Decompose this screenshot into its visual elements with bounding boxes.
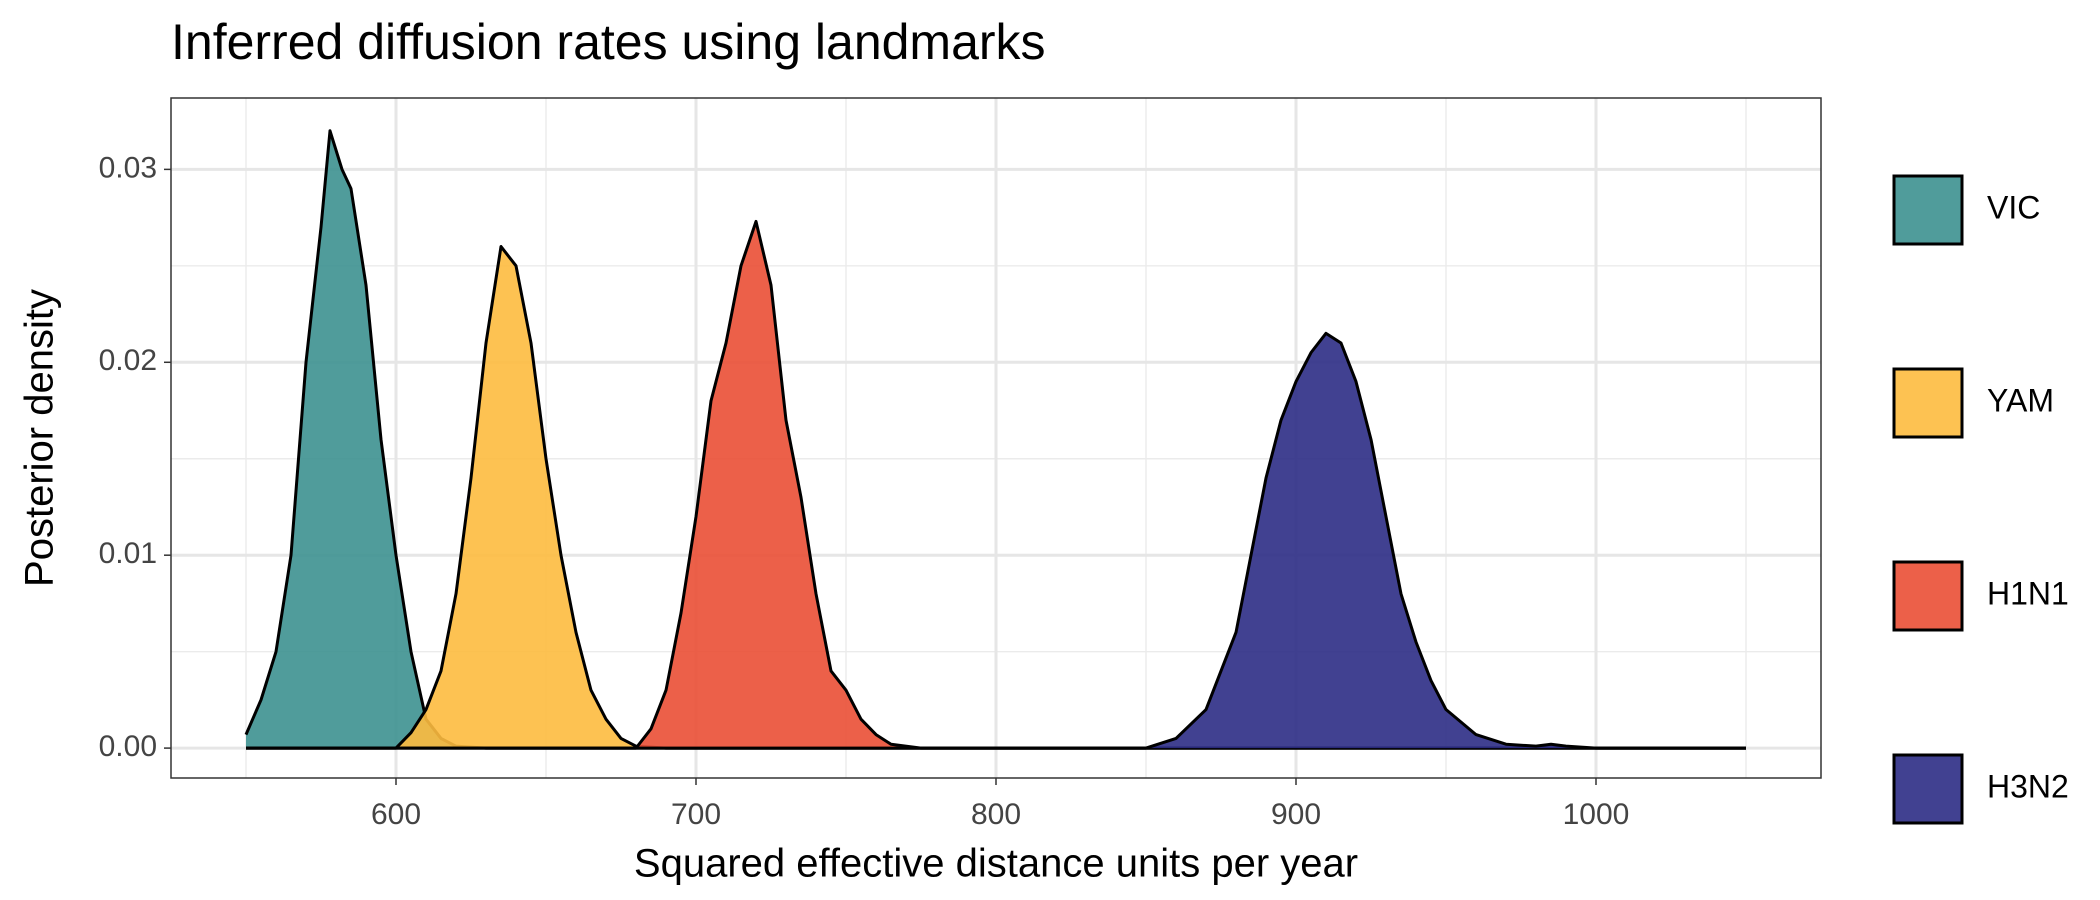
y-tick-label: 0.02 — [99, 344, 157, 377]
x-axis-label: Squared effective distance units per yea… — [634, 842, 1358, 886]
density-line — [246, 331, 1746, 750]
y-axis-label: Posterior density — [18, 289, 62, 587]
legend-key — [1892, 367, 1964, 439]
legend-label: YAM — [1987, 382, 2054, 418]
density-area — [246, 333, 1746, 749]
x-tick-label: 1000 — [1563, 798, 1630, 831]
density-line — [246, 219, 1746, 750]
x-tick-label: 800 — [971, 798, 1021, 831]
legend-label: VIC — [1987, 189, 2040, 225]
y-tick-label: 0.03 — [99, 151, 157, 184]
density-area — [246, 130, 1746, 749]
panel-border — [170, 97, 1822, 779]
legend-key — [1892, 174, 1964, 246]
legend-label: H1N1 — [1987, 575, 2069, 611]
x-tick-label: 600 — [371, 798, 421, 831]
legend-key — [1892, 753, 1964, 825]
legend-label: H3N2 — [1987, 768, 2069, 804]
chart-title: Inferred diffusion rates using landmarks — [171, 14, 1046, 70]
y-tick-label: 0.01 — [99, 537, 157, 570]
density-area — [246, 246, 1746, 749]
density-line — [246, 245, 1746, 750]
y-tick-label: 0.00 — [99, 730, 157, 763]
x-tick-label: 900 — [1271, 798, 1321, 831]
legend-key — [1892, 560, 1964, 632]
x-tick-label: 700 — [671, 798, 721, 831]
